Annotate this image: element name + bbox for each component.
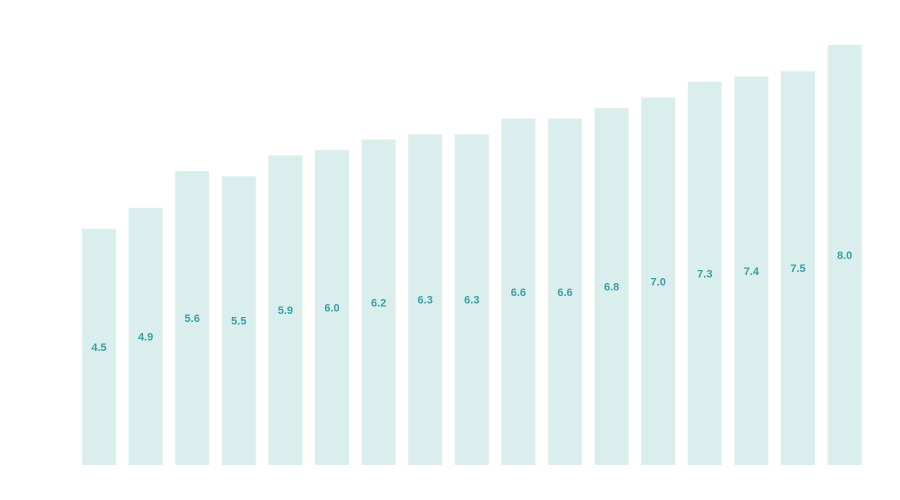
bar-value-label-12: 7.0 xyxy=(651,276,666,288)
bar-15 xyxy=(781,71,815,466)
bar-value-label-11: 6.8 xyxy=(604,282,619,294)
bar-value-label-5: 6.0 xyxy=(324,303,339,315)
bar-9 xyxy=(501,118,536,465)
bar-13 xyxy=(687,81,722,466)
bar-value-label-4: 5.9 xyxy=(278,305,293,317)
bar-value-label-9: 6.6 xyxy=(511,287,526,299)
bar-value-label-8: 6.3 xyxy=(464,295,479,307)
bar-7 xyxy=(408,134,443,466)
bar-14 xyxy=(734,76,769,465)
bar-value-label-16: 8.0 xyxy=(837,250,852,262)
bar-6 xyxy=(361,139,396,465)
bar-value-label-7: 6.3 xyxy=(418,295,433,307)
bar-value-label-10: 6.6 xyxy=(557,287,572,299)
bar-value-label-1: 4.9 xyxy=(138,331,153,343)
bar-5 xyxy=(315,150,349,465)
bar-8 xyxy=(454,134,489,466)
bar-4 xyxy=(268,155,303,466)
bar-value-label-2: 5.6 xyxy=(185,313,200,325)
bar-0 xyxy=(82,228,116,466)
bars-group xyxy=(82,45,862,466)
bar-16 xyxy=(827,45,862,465)
bar-10 xyxy=(548,118,582,465)
bar-value-label-0: 4.5 xyxy=(91,342,106,354)
data-labels-group: 4.5 4.9 5.6 5.5 5.9 6.0 6.2 6.3 6.3 6.6 6.6 6.8 7.0 7… xyxy=(91,250,852,354)
bar-value-label-13: 7.3 xyxy=(697,268,712,280)
bar-3 xyxy=(221,176,256,466)
bar-value-label-3: 5.5 xyxy=(231,316,246,328)
bar-value-label-15: 7.5 xyxy=(790,263,805,275)
bar-value-label-14: 7.4 xyxy=(744,266,760,278)
bar-value-label-6: 6.2 xyxy=(371,297,386,309)
bar-12 xyxy=(641,97,676,465)
bar-2 xyxy=(175,171,210,465)
bar-11 xyxy=(594,108,629,465)
bar-1 xyxy=(128,207,163,466)
